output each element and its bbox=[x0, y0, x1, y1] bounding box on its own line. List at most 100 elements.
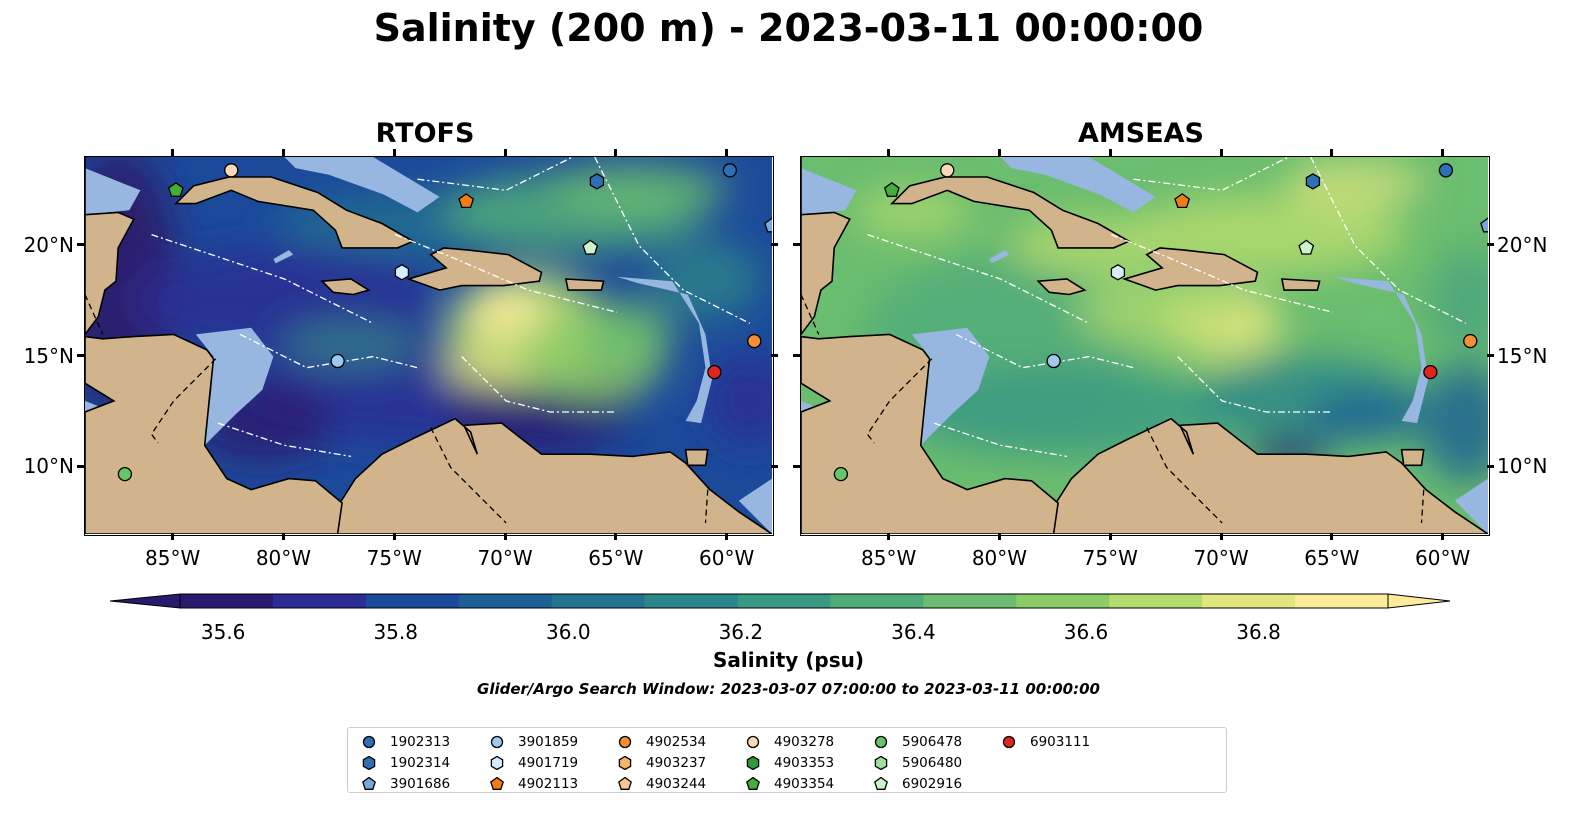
legend-label: 4902113 bbox=[518, 776, 579, 792]
amseas-float-3901859 bbox=[1046, 353, 1061, 369]
amseas-eez-boundary bbox=[1310, 157, 1467, 324]
colorbar-extend-high bbox=[1387, 593, 1451, 609]
amseas-land-southAmerica bbox=[953, 417, 1489, 535]
circle-marker-icon bbox=[490, 735, 504, 749]
pentagon-marker-icon bbox=[490, 777, 504, 790]
rtofs-eez-boundary bbox=[461, 356, 617, 413]
lon-tick-mark-bottom bbox=[887, 533, 891, 540]
amseas-salinity-patch bbox=[1420, 363, 1489, 484]
rtofs-eez-boundary bbox=[417, 157, 573, 191]
rtofs-national-border bbox=[704, 489, 709, 523]
rtofs-float-6902916 bbox=[582, 239, 599, 255]
amseas-land-puertoRico bbox=[1280, 278, 1321, 291]
colorbar-tick-label: 36.0 bbox=[546, 620, 591, 644]
legend-label: 6902916 bbox=[902, 776, 963, 792]
lat-tick-mark-right bbox=[771, 464, 778, 468]
hexagon-marker-icon bbox=[490, 756, 504, 770]
legend-label: 4902534 bbox=[646, 734, 707, 750]
lon-tick-label: 85°W bbox=[861, 546, 917, 570]
lat-tick-label: 10°N bbox=[23, 454, 74, 479]
legend-item-4903278: 4903278 bbox=[746, 734, 834, 750]
amseas-float-4902534 bbox=[1463, 333, 1478, 349]
rtofs-eez-boundary bbox=[594, 157, 751, 324]
colorbar-cell bbox=[1295, 594, 1389, 608]
amseas-float-6902916 bbox=[1298, 239, 1315, 255]
lon-tick-label: 75°W bbox=[1082, 546, 1138, 570]
amseas-float-4903278 bbox=[940, 163, 955, 178]
amseas-float-6903111 bbox=[1423, 364, 1438, 380]
legend-label: 6903111 bbox=[1030, 734, 1091, 750]
colorbar-extend-low bbox=[110, 593, 181, 609]
amseas-eez-boundary bbox=[867, 234, 1090, 324]
lon-tick-mark-top bbox=[503, 149, 507, 156]
colorbar-tick-label: 36.2 bbox=[718, 620, 764, 644]
rtofs-shelf-yucShelf bbox=[85, 168, 141, 215]
legend-marker-4903354 bbox=[746, 777, 760, 790]
rtofs-land-jamaica bbox=[320, 278, 371, 296]
lat-tick-mark-left bbox=[77, 354, 84, 358]
amseas-float-5906478 bbox=[833, 466, 849, 482]
lon-tick-mark-top bbox=[1108, 149, 1112, 156]
rtofs-salinity-patch bbox=[582, 299, 673, 370]
lon-tick-mark-top bbox=[725, 149, 729, 156]
lon-tick-mark-top bbox=[1441, 149, 1445, 156]
lon-tick-mark-bottom bbox=[1441, 533, 1445, 540]
rtofs-salinity-patch bbox=[650, 238, 761, 319]
rtofs-float-4903354 bbox=[167, 182, 184, 197]
legend-marker-5906478 bbox=[874, 735, 888, 749]
legend-label: 4903353 bbox=[774, 755, 835, 771]
legend-marker-4901719 bbox=[490, 756, 504, 770]
colorbar-cell bbox=[1016, 594, 1110, 608]
pentagon-marker-icon bbox=[618, 777, 632, 790]
rtofs-float-3901859 bbox=[330, 353, 345, 369]
lat-tick-mark-left bbox=[77, 243, 84, 247]
lon-tick-label: 80°W bbox=[971, 546, 1028, 570]
rtofs-map bbox=[84, 156, 774, 536]
amseas-eez-boundary bbox=[1133, 157, 1289, 191]
amseas-land-hispaniola bbox=[1122, 247, 1259, 291]
amseas-national-border bbox=[1420, 489, 1425, 523]
pentagon-marker-icon bbox=[874, 777, 888, 790]
amseas-eez-boundary bbox=[933, 422, 1068, 458]
legend-item-4903244: 4903244 bbox=[618, 776, 706, 792]
colorbar-cell bbox=[830, 594, 924, 608]
lon-tick-mark-bottom bbox=[997, 533, 1001, 540]
lon-tick-mark-top bbox=[1219, 149, 1223, 156]
amseas-float-4901719 bbox=[1110, 264, 1126, 281]
lon-tick-mark-top bbox=[392, 149, 396, 156]
amseas-national-border bbox=[801, 294, 820, 335]
legend-marker-1902314 bbox=[362, 756, 376, 770]
rtofs-land-southAmerica bbox=[237, 417, 773, 535]
lat-tick-mark-right bbox=[771, 354, 778, 358]
amseas-shelf-atlanticSE bbox=[1454, 478, 1488, 534]
lon-tick-mark-top bbox=[1330, 149, 1334, 156]
rtofs-float-1902314 bbox=[589, 173, 605, 190]
legend-label: 4903354 bbox=[774, 776, 835, 792]
colorbar-cell bbox=[1109, 594, 1203, 608]
lat-tick-mark-left bbox=[793, 354, 800, 358]
colorbar-cell bbox=[272, 594, 367, 608]
search-window-note: Glider/Argo Search Window: 2023-03-07 07… bbox=[477, 680, 1100, 698]
lat-tick-mark-left bbox=[77, 464, 84, 468]
legend-label: 3901686 bbox=[390, 776, 451, 792]
rtofs-salinity-field bbox=[85, 157, 773, 535]
lon-tick-label: 80°W bbox=[255, 546, 312, 570]
rtofs-eez-boundary bbox=[217, 422, 352, 458]
legend-item-5906478: 5906478 bbox=[874, 734, 962, 750]
rtofs-float-4902534 bbox=[747, 333, 762, 349]
amseas-national-border bbox=[866, 358, 933, 444]
rtofs-float-4903278 bbox=[224, 163, 239, 178]
amseas-land-yucatan bbox=[801, 157, 851, 336]
lat-tick-label: 10°N bbox=[1497, 454, 1548, 479]
circle-marker-icon bbox=[1002, 735, 1016, 749]
legend-marker-5906480 bbox=[874, 756, 888, 770]
colorbar bbox=[110, 593, 1451, 609]
rtofs-eez-boundary bbox=[395, 234, 618, 313]
amseas-salinity-patch bbox=[1306, 391, 1427, 442]
lon-tick-mark-bottom bbox=[281, 533, 285, 540]
hexagon-marker-icon bbox=[746, 756, 760, 770]
legend-marker-4902113 bbox=[490, 777, 504, 790]
lon-tick-mark-bottom bbox=[503, 533, 507, 540]
legend-item-3901859: 3901859 bbox=[490, 734, 578, 750]
rtofs-land-puertoRico bbox=[564, 278, 605, 291]
